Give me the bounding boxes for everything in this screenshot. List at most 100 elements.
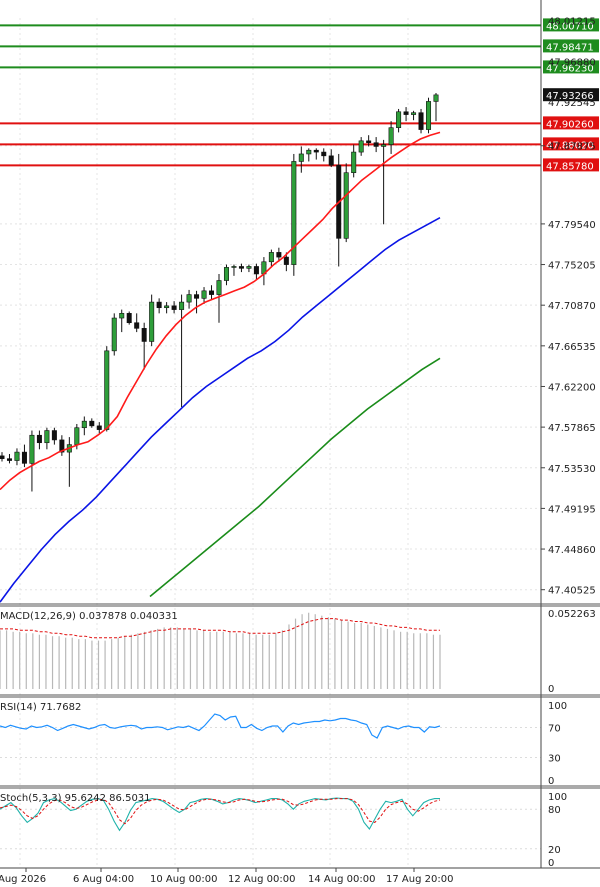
price-tick-label: 47.66535 [548, 342, 596, 353]
candle-down [0, 455, 5, 459]
candle-up [216, 280, 222, 295]
time-tick-label: 14 Aug 00:00 [308, 874, 375, 885]
candle-up [81, 420, 87, 429]
moving-average-fast [0, 131, 441, 491]
macd-signal-line [0, 618, 440, 639]
stoch-d-line [0, 798, 441, 825]
candle-up [149, 301, 155, 342]
rsi-line [0, 713, 441, 739]
support-level-tag [543, 116, 599, 130]
candle-down [171, 305, 177, 310]
candle-down [156, 301, 162, 309]
rsi-level-label: 30 [548, 754, 561, 765]
stoch-title: Stoch(5,3,3) 95.6242 86.5031 [0, 793, 151, 804]
candle-down [283, 256, 289, 265]
candle-down [238, 266, 244, 269]
candle-up [119, 313, 125, 319]
candle-up [201, 290, 207, 299]
candle-down [141, 328, 147, 342]
macd-pane: MACD(12,26,9) 0.037878 0.040331 0.052263 0 [0, 609, 596, 695]
candle-down [36, 434, 42, 444]
moving-average-slow [149, 357, 441, 598]
main-pane: 48.00710 47.98471 47.96230 47.90260 47.88020… [0, 18, 599, 603]
time-tick-label: 6 Aug 04:00 [73, 874, 134, 885]
candle-down [21, 451, 27, 464]
candle-down [373, 142, 379, 147]
price-tick-label: 47.87875 [548, 142, 596, 153]
time-tick-label: 12 Aug 00:00 [228, 874, 295, 885]
stoch-level-label: 80 [548, 805, 561, 816]
support-level-label: 47.90260 [546, 119, 594, 130]
candle-down [134, 322, 140, 329]
candle-up [29, 434, 35, 464]
candle-down [89, 420, 95, 427]
candle-up [358, 140, 364, 153]
rsi-title: RSI(14) 71.7682 [0, 702, 81, 713]
price-tick-label: 47.53530 [548, 464, 596, 475]
price-tick-label: 47.40525 [548, 586, 596, 597]
stoch-level-label: 0 [548, 858, 554, 869]
support-level-tag [543, 137, 599, 151]
candle-down [194, 294, 200, 299]
candle-up [164, 305, 170, 309]
resistance-level-tag [543, 39, 599, 53]
price-tick-label: 47.79540 [548, 220, 596, 231]
candle-down [253, 266, 259, 275]
price-tick-label: 47.44860 [548, 545, 596, 556]
price-tick-label: 47.57865 [548, 423, 596, 434]
candle-up [231, 266, 237, 268]
candle-down [126, 313, 132, 324]
stoch-level-label: 20 [548, 845, 561, 856]
candle-down [59, 439, 65, 453]
candle-up [396, 111, 402, 128]
candle-up [426, 101, 432, 130]
candle-down [403, 111, 409, 115]
support-level-tag [543, 158, 599, 172]
candle-down [321, 151, 327, 157]
resistance-level-label: 47.98471 [546, 42, 594, 53]
candle-up [14, 451, 20, 461]
resistance-level-label: 47.96230 [546, 63, 594, 74]
current-price-tag [543, 88, 599, 102]
rsi-level-label: 0 [548, 776, 554, 787]
resistance-level-tag [543, 18, 599, 32]
moving-average-medium [0, 216, 441, 603]
grid [0, 18, 541, 868]
price-tick-label: 47.70870 [548, 301, 596, 312]
candle-down [96, 425, 102, 430]
price-tick-label: 47.62200 [548, 382, 596, 393]
candle-up [411, 112, 417, 115]
current-price-label: 47.93266 [546, 91, 594, 102]
price-tick-label: 48.01215 [548, 17, 596, 28]
price-tick-label: 47.92545 [548, 98, 596, 109]
candle-up [343, 172, 349, 239]
time-tick-label: Aug 2026 [0, 874, 46, 885]
candle-up [104, 350, 110, 430]
candle-up [246, 266, 252, 269]
resistance-level-tag [543, 60, 599, 74]
candle-up [388, 127, 394, 145]
candle-up [111, 317, 117, 352]
support-level-label: 47.85780 [546, 161, 594, 172]
candle-up [179, 301, 185, 310]
candle-up [186, 294, 192, 303]
rsi-level-label: 100 [548, 701, 567, 712]
stoch-level-label: 100 [548, 792, 567, 803]
candle-down [6, 458, 12, 461]
candle-up [433, 94, 439, 102]
macd-title: MACD(12,26,9) 0.037878 0.040331 [0, 611, 178, 622]
candle-down [418, 112, 424, 130]
candle-up [381, 144, 387, 147]
candle-down [313, 149, 319, 153]
candle-down [51, 430, 57, 441]
candle-up [44, 430, 50, 444]
candle-down [328, 155, 334, 166]
time-tick-label: 10 Aug 00:00 [150, 874, 217, 885]
resistance-level-label: 48.00710 [546, 21, 594, 32]
price-tick-label: 47.75205 [548, 261, 596, 272]
candle-up [291, 161, 297, 265]
candle-up [74, 427, 80, 445]
candle-up [268, 252, 274, 263]
